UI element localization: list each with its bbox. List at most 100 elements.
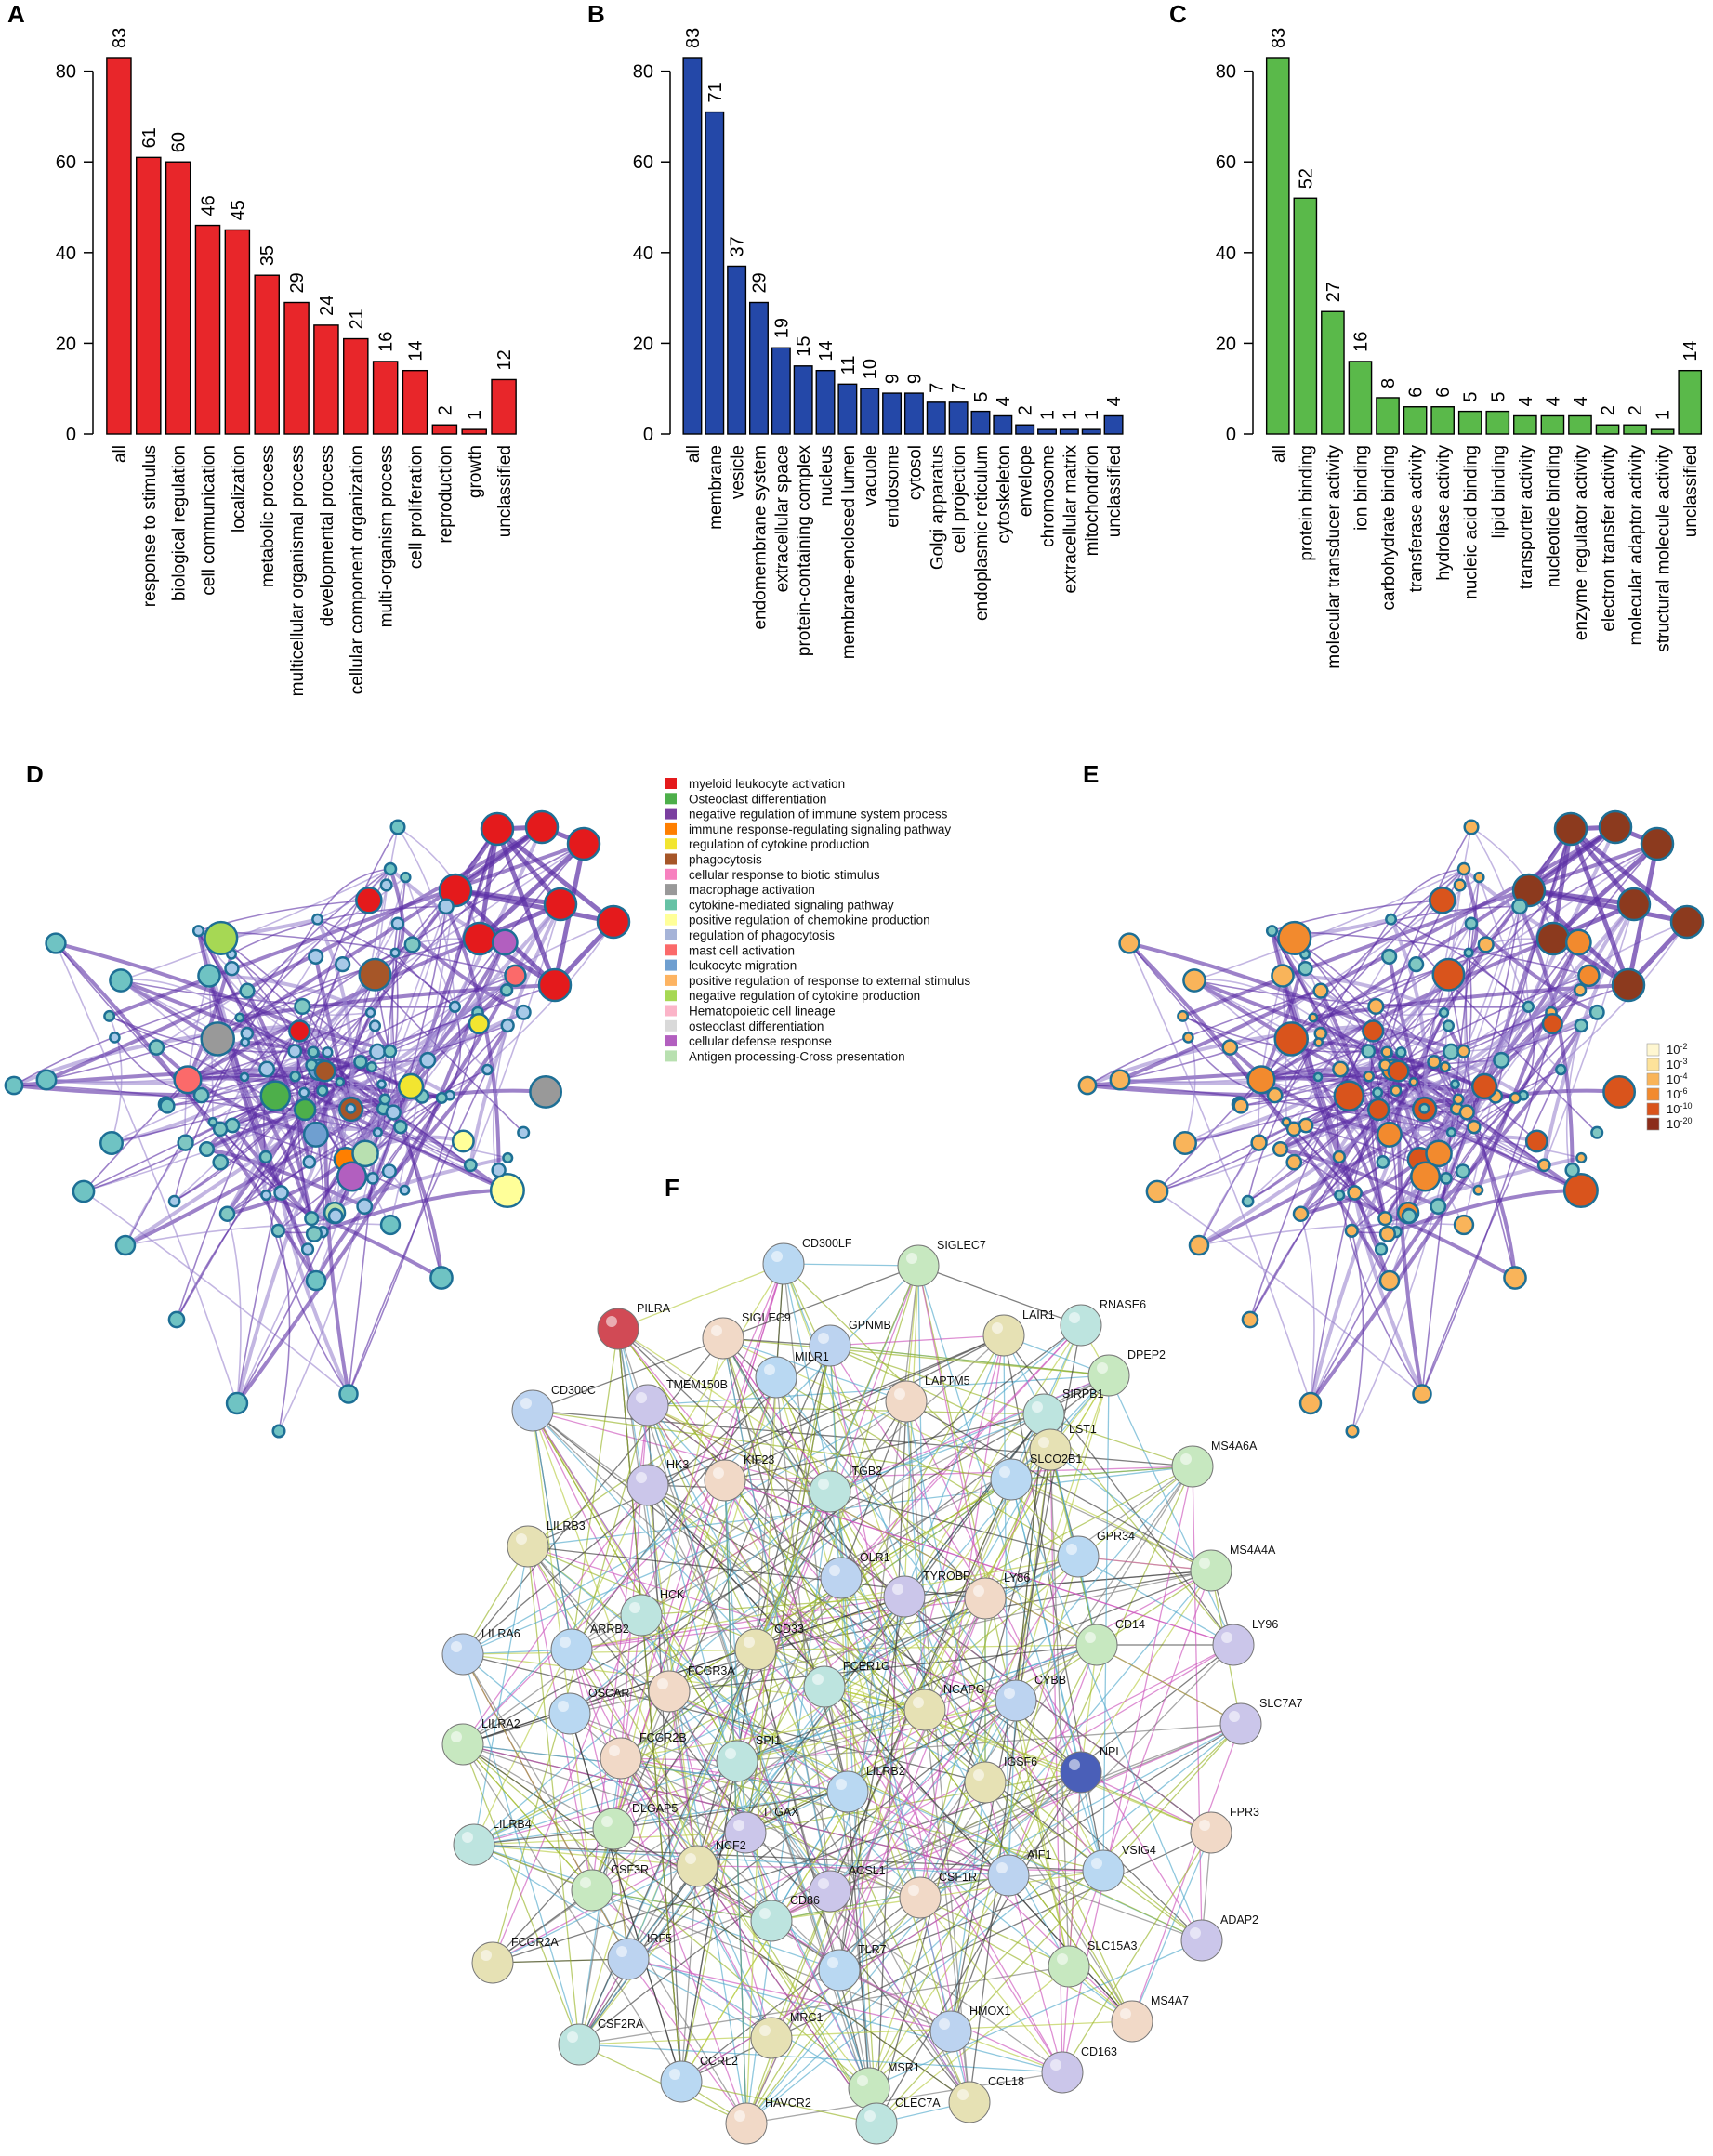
category-label: unclassified bbox=[1681, 445, 1701, 537]
network-node bbox=[1575, 1151, 1588, 1164]
bar bbox=[1376, 397, 1400, 435]
ppi-node: OSCAR bbox=[548, 1687, 629, 1735]
ppi-node-circle bbox=[750, 2017, 793, 2059]
network-node bbox=[378, 1093, 391, 1106]
legend-swatch bbox=[665, 822, 677, 835]
ppi-node: ARRB2 bbox=[550, 1623, 629, 1671]
ppi-node: TMEM150B bbox=[626, 1378, 728, 1426]
network-node bbox=[212, 1153, 230, 1171]
ppi-edge bbox=[1015, 1700, 1104, 1872]
bar-value-label: 14 bbox=[1680, 340, 1701, 361]
y-tick-label: 60 bbox=[1216, 152, 1236, 173]
network-edge bbox=[389, 889, 456, 1226]
ppi-node-label: MILR1 bbox=[795, 1350, 829, 1363]
ppi-node-highlight bbox=[1066, 1544, 1077, 1555]
ppi-node-circle bbox=[716, 1740, 758, 1782]
network-node bbox=[1611, 967, 1646, 1003]
ppi-edge bbox=[647, 1404, 831, 1492]
network-node bbox=[1425, 1139, 1453, 1168]
ppi-node-highlight bbox=[829, 1565, 840, 1576]
ppi-edge bbox=[1077, 1556, 1212, 1571]
network-node bbox=[311, 913, 324, 926]
ppi-node-label: LAPTM5 bbox=[925, 1374, 970, 1387]
ppi-node: CD86 bbox=[750, 1894, 820, 1942]
ppi-node-label: NCF2 bbox=[716, 1839, 746, 1852]
ppi-node-highlight bbox=[629, 1602, 640, 1613]
ppi-edge bbox=[696, 1865, 1104, 1872]
ppi-node: LILRB4 bbox=[453, 1818, 532, 1866]
ppi-edge bbox=[829, 1345, 870, 2089]
bar-value-label: 4 bbox=[1543, 396, 1563, 406]
ppi-edge bbox=[532, 1410, 573, 1650]
category-label: molecular adaptor activity bbox=[1627, 445, 1646, 646]
legend-label: immune response-regulating signaling pat… bbox=[689, 822, 951, 836]
ppi-node-highlight bbox=[558, 1701, 569, 1712]
network-node bbox=[234, 1012, 245, 1023]
bar bbox=[970, 410, 991, 435]
network-node bbox=[197, 964, 221, 988]
legend-label: 10-2 bbox=[1667, 1042, 1687, 1057]
bar-value-label: 4 bbox=[1571, 396, 1591, 406]
ppi-node: HCK bbox=[620, 1588, 685, 1637]
ppi-edge bbox=[668, 1690, 1203, 1941]
ppi-node: ITGAX bbox=[724, 1806, 799, 1854]
category-label: carbohydrate binding bbox=[1379, 445, 1399, 610]
bar bbox=[682, 57, 703, 435]
ppi-node-label: ITGB2 bbox=[849, 1465, 882, 1478]
category-label: reproduction bbox=[436, 445, 455, 544]
bar-value-label: 1 bbox=[1654, 410, 1674, 420]
ppi-edge bbox=[532, 1410, 1012, 1480]
ppi-node-label: IGSF6 bbox=[1004, 1755, 1037, 1768]
network-node bbox=[1188, 1234, 1210, 1256]
ppi-edge bbox=[838, 1723, 1242, 1971]
network-node bbox=[1590, 1125, 1604, 1139]
network-edge bbox=[1127, 941, 1391, 1282]
ppi-edge bbox=[473, 1466, 1193, 1846]
ppi-node: MILR1 bbox=[755, 1350, 829, 1399]
bar-value-label: 71 bbox=[705, 82, 726, 102]
ppi-edge bbox=[462, 1743, 952, 2032]
ppi-node-highlight bbox=[734, 2110, 745, 2122]
legend-swatch bbox=[665, 793, 677, 805]
ppi-edge bbox=[462, 1400, 907, 1655]
network-node bbox=[313, 1059, 336, 1083]
ppi-node-highlight bbox=[1091, 1858, 1102, 1869]
bar bbox=[402, 369, 428, 435]
bar-value-label: 11 bbox=[838, 356, 859, 375]
ppi-edge bbox=[571, 1649, 614, 1830]
network-edge bbox=[1247, 1092, 1378, 1203]
ppi-node: CYBB bbox=[995, 1674, 1066, 1722]
network-edge bbox=[1304, 905, 1521, 955]
ppi-node: SIGLEC7 bbox=[897, 1239, 986, 1287]
ppi-node-label: SLCO2B1 bbox=[1030, 1453, 1082, 1466]
network-node bbox=[204, 920, 239, 956]
ppi-edge bbox=[613, 1791, 849, 1830]
ppi-node: LILRA6 bbox=[441, 1627, 520, 1676]
ppi-node-highlight bbox=[892, 1584, 903, 1595]
ppi-node-circle bbox=[820, 1557, 863, 1599]
y-tick-label: 60 bbox=[56, 152, 76, 173]
ppi-node-circle bbox=[558, 2023, 600, 2066]
network-node bbox=[1109, 1069, 1131, 1091]
network-edge bbox=[1337, 1030, 1374, 1158]
ppi-node-circle bbox=[883, 1575, 926, 1618]
bar-value-label: 60 bbox=[169, 132, 190, 152]
category-label: endosome bbox=[884, 445, 903, 528]
ppi-node-label: LILRB3 bbox=[547, 1519, 586, 1532]
network-edge bbox=[1087, 1084, 1275, 1098]
ppi-node: DPEP2 bbox=[1087, 1348, 1166, 1397]
ppi-edge bbox=[1192, 1466, 1203, 1941]
bar bbox=[431, 424, 458, 435]
ppi-edge bbox=[1077, 1556, 1234, 1646]
ppi-node-highlight bbox=[973, 1585, 984, 1597]
enrichment-network-e bbox=[1077, 809, 1705, 1439]
ppi-node: CSF3R bbox=[571, 1863, 649, 1912]
network-node bbox=[1313, 1037, 1324, 1047]
ppi-node: TYROBP bbox=[883, 1570, 970, 1618]
ppi-node-circle bbox=[511, 1389, 554, 1432]
legend-label: cellular defense response bbox=[689, 1034, 832, 1048]
ppi-node-circle bbox=[1171, 1445, 1214, 1488]
ppi-node-circle bbox=[818, 1949, 861, 1992]
network-edge bbox=[124, 974, 517, 1247]
